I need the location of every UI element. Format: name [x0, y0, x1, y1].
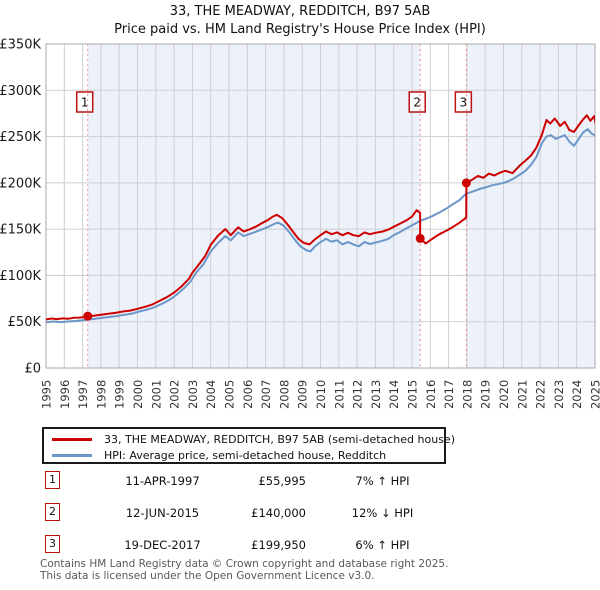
hpi-line-swatch: [52, 453, 92, 457]
hpi-line: [46, 128, 595, 324]
sale-hpi-delta: 7% ↑ HPI: [355, 474, 410, 488]
sale-marker-number: 1: [81, 96, 89, 110]
x-axis-tick-label: 2005: [223, 380, 237, 409]
x-axis-tick-label: 2002: [168, 380, 182, 409]
transaction-row: 2 12-JUN-2015 £140,000 12% ↓ HPI: [40, 503, 470, 525]
x-axis-tick-label: 2007: [259, 380, 273, 409]
x-axis-tick-label: 2016: [424, 380, 438, 409]
sale-point-dot: [83, 311, 93, 321]
x-axis-tick-label: 2021: [515, 380, 529, 409]
property-line-swatch: [52, 437, 92, 441]
footer-line-1: Contains HM Land Registry data © Crown c…: [40, 558, 449, 570]
x-axis-tick-label: 2010: [314, 380, 328, 409]
y-axis-tick-label: £300K: [0, 84, 41, 99]
ownership-period-shading: [466, 44, 595, 368]
y-axis-tick-label: £350K: [0, 38, 41, 53]
plot-border: [45, 43, 596, 369]
x-axis-tick-label: 1996: [58, 380, 72, 409]
chart-legend: 33, THE MEADWAY, REDDITCH, B97 5AB (semi…: [42, 427, 455, 464]
series-group: [46, 114, 595, 324]
x-axis-tick-label: 2013: [369, 380, 383, 409]
sale-number-badge: 2: [45, 503, 60, 521]
x-axis-tick-label: 2014: [387, 380, 401, 409]
x-axis-tick-label: 2001: [149, 380, 163, 409]
legend-label: HPI: Average price, semi-detached house,…: [104, 448, 387, 462]
sale-marker-box: [75, 91, 94, 113]
sale-price: £140,000: [251, 506, 306, 520]
sale-number-badge: 3: [45, 535, 60, 553]
page-subtitle: Price paid vs. HM Land Registry's House …: [114, 22, 486, 37]
sale-marker-box: [408, 91, 426, 113]
ownership-period-shading: [87, 44, 421, 368]
legend-item-hpi: HPI: Average price, semi-detached house,…: [52, 447, 444, 463]
license-footer: Contains HM Land Registry data © Crown c…: [40, 558, 596, 582]
sale-date: 12-JUN-2015: [125, 506, 200, 520]
x-axis-tick-label: 2015: [406, 380, 420, 409]
x-axis-tick-label: 2023: [552, 380, 566, 409]
property-price-line: [46, 114, 595, 321]
legend-item-property: 33, THE MEADWAY, REDDITCH, B97 5AB (semi…: [52, 431, 455, 447]
x-axis-tick-label: 2020: [497, 380, 511, 409]
x-axis-tick-label: 2025: [589, 380, 600, 409]
y-axis-tick-label: £50K: [8, 315, 42, 330]
x-axis-tick-label: 2022: [534, 380, 548, 409]
x-axis-tick-label: 2019: [479, 380, 493, 409]
sale-point-dot: [461, 178, 471, 188]
x-axis-tick-label: 2004: [204, 380, 218, 409]
sale-number-badge: 1: [45, 471, 60, 489]
x-axis-tick-label: 1998: [94, 380, 108, 409]
x-axis-tick-label: 2018: [460, 380, 474, 409]
x-axis-tick-label: 2009: [296, 380, 310, 409]
x-axis-tick-label: 1995: [40, 380, 54, 409]
x-axis-tick-label: 2003: [186, 380, 200, 409]
x-axis-tick-label: 2024: [570, 380, 584, 409]
sale-marker-box: [454, 91, 473, 113]
y-axis-tick-label: £150K: [0, 223, 41, 238]
sale-marker-number: 2: [413, 96, 421, 110]
sale-marker-number: 3: [460, 96, 468, 110]
x-axis-tick-label: 2008: [277, 380, 291, 409]
sale-date: 19-DEC-2017: [124, 538, 201, 552]
sale-point-dot: [415, 233, 425, 243]
transaction-row: 1 11-APR-1997 £55,995 7% ↑ HPI: [40, 471, 470, 493]
legend-label: 33, THE MEADWAY, REDDITCH, B97 5AB (semi…: [104, 432, 455, 446]
sale-price: £199,950: [251, 538, 306, 552]
transaction-row: 3 19-DEC-2017 £199,950 6% ↑ HPI: [40, 535, 470, 557]
sale-hpi-delta: 12% ↓ HPI: [351, 506, 414, 520]
y-axis-tick-label: £200K: [0, 176, 41, 191]
x-axis-tick-label: 1999: [113, 380, 127, 409]
y-axis-tick-label: £250K: [0, 130, 41, 145]
price-history-chart: £0 £50K £100K £150K £200K £250K £300K £350K 1995…: [0, 38, 600, 410]
sale-date: 11-APR-1997: [125, 474, 200, 488]
x-axis-tick-label: 2006: [241, 380, 255, 409]
page-title: 33, THE MEADWAY, REDDITCH, B97 5AB: [169, 4, 431, 19]
x-axis-tick-label: 2011: [332, 380, 346, 409]
sale-price: £55,995: [258, 474, 306, 488]
y-axis-tick-label: £100K: [0, 269, 41, 284]
x-axis-tick-label: 1997: [76, 380, 90, 409]
y-axis-tick-label: £0: [24, 362, 41, 377]
footer-line-2: This data is licensed under the Open Gov…: [40, 569, 375, 582]
x-axis-tick-label: 2012: [351, 380, 365, 409]
sale-hpi-delta: 6% ↑ HPI: [355, 538, 410, 552]
x-axis-tick-label: 2017: [442, 380, 456, 409]
x-axis-tick-label: 2000: [131, 380, 145, 409]
